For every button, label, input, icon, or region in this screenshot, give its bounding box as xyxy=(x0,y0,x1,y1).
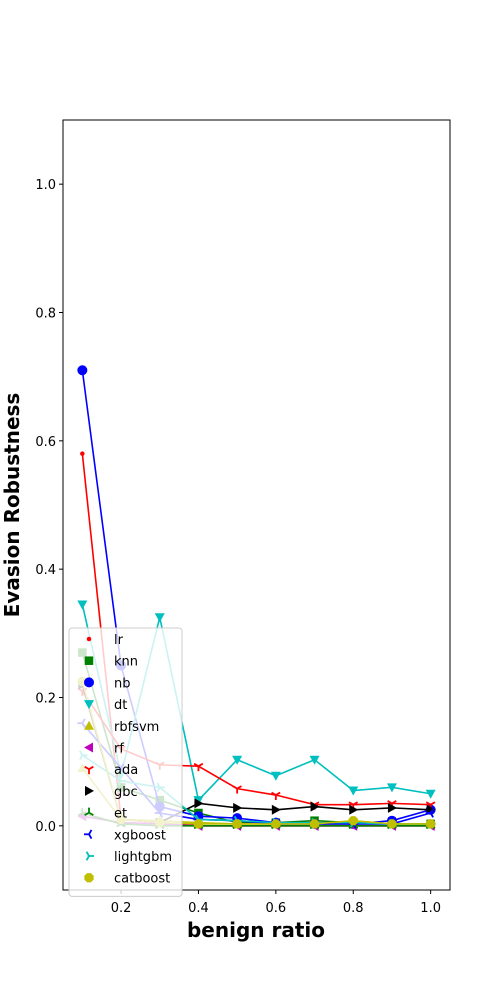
x-tick-label: 1.0 xyxy=(420,901,441,916)
legend-label: knn xyxy=(114,655,138,670)
legend-item-rf: rf xyxy=(84,742,124,757)
data-point xyxy=(310,801,320,812)
data-point xyxy=(232,755,243,765)
x-tick-label: 0.2 xyxy=(111,901,132,916)
data-point xyxy=(233,802,243,813)
legend-label: et xyxy=(114,807,127,822)
y-axis-label: Evasion Robustness xyxy=(0,393,24,618)
data-point xyxy=(309,819,320,829)
data-point xyxy=(426,819,436,829)
data-point xyxy=(85,851,94,861)
data-point xyxy=(77,600,88,610)
x-tick-label: 0.8 xyxy=(343,901,364,916)
y-tick-label: 0.8 xyxy=(35,307,56,322)
axis-ticks: 0.2 0.4 0.6 0.8 1.0 0.0 0.2 0.4 0.6 0.8 1.0 xyxy=(35,178,441,916)
data-point xyxy=(84,677,94,688)
data-point xyxy=(86,636,92,642)
data-point xyxy=(232,819,242,829)
legend-item-catboost: catboost xyxy=(84,872,170,887)
data-point xyxy=(349,804,359,815)
data-point xyxy=(425,808,434,818)
data-point xyxy=(84,742,93,753)
data-point xyxy=(84,829,93,840)
legend-item-rbfsvm: rbfsvm xyxy=(84,720,159,735)
legend-item-ada: ada xyxy=(84,763,138,778)
data-point xyxy=(232,785,242,794)
data-point xyxy=(271,791,281,801)
x-axis-label: benign ratio xyxy=(187,918,325,942)
data-point xyxy=(271,819,281,829)
data-point xyxy=(194,798,204,809)
x-tick-label: 0.6 xyxy=(266,901,287,916)
data-point xyxy=(348,786,359,796)
y-tick-label: 0.4 xyxy=(35,563,56,578)
y-tick-label: 0.0 xyxy=(35,820,56,835)
data-point xyxy=(84,720,94,730)
y-tick-label: 0.6 xyxy=(35,435,56,450)
legend-item-et: et xyxy=(84,807,127,822)
data-point xyxy=(386,783,397,793)
legend-item-xgboost: xgboost xyxy=(84,828,166,843)
legend-box xyxy=(68,627,183,897)
legend-label: dt xyxy=(114,698,127,713)
data-point xyxy=(84,765,94,775)
data-point xyxy=(271,804,281,815)
legend-label: nb xyxy=(114,676,131,691)
data-point xyxy=(348,816,358,826)
data-point xyxy=(154,613,165,623)
legend-item-gbc: gbc xyxy=(85,785,138,800)
x-tick-label: 0.4 xyxy=(188,901,209,916)
plot-frame xyxy=(62,119,451,891)
legend-label: ada xyxy=(114,763,138,778)
legend-label: gbc xyxy=(114,785,138,800)
data-point xyxy=(84,656,94,665)
legend-label: catboost xyxy=(114,872,170,887)
legend: lr knn nb dt rbfsvm rf ada gbc et xgboost lightgbm… xyxy=(68,627,183,897)
data-point xyxy=(193,762,204,772)
legend-label: lightgbm xyxy=(114,850,172,865)
data-point xyxy=(270,771,281,781)
legend-label: xgboost xyxy=(114,828,166,843)
y-tick-label: 1.0 xyxy=(35,178,56,193)
data-point xyxy=(84,807,94,816)
data-point xyxy=(193,819,204,829)
legend-label: rbfsvm xyxy=(114,720,159,735)
data-point xyxy=(85,785,94,796)
data-point xyxy=(387,819,397,829)
legend-item-dt: dt xyxy=(84,698,127,713)
y-tick-label: 0.2 xyxy=(35,692,56,707)
legend-item-nb: nb xyxy=(84,676,131,691)
data-point xyxy=(84,700,94,710)
legend-label: rf xyxy=(114,742,124,757)
data-point xyxy=(387,802,397,813)
legend-item-lightgbm: lightgbm xyxy=(85,850,172,865)
legend-item-lr: lr xyxy=(86,633,124,648)
legend-label: lr xyxy=(114,633,124,648)
data-point xyxy=(84,873,94,883)
data-point xyxy=(80,451,85,456)
data-point xyxy=(425,789,436,799)
data-point xyxy=(77,365,88,376)
data-point xyxy=(309,755,320,765)
legend-item-knn: knn xyxy=(84,655,138,670)
